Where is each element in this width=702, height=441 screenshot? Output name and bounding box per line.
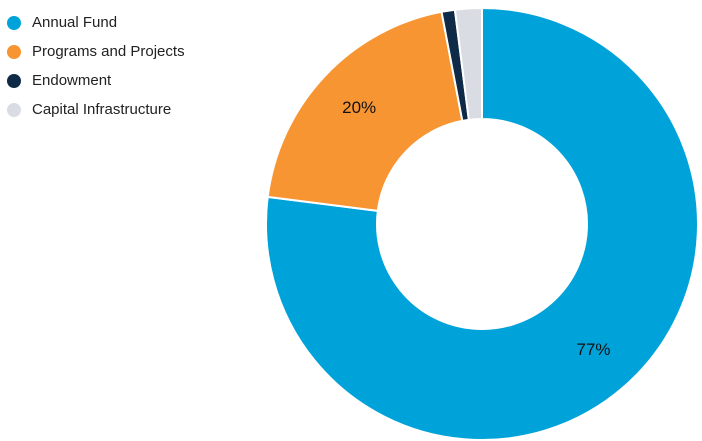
data-label-annual-fund: 77%: [576, 340, 610, 359]
legend-item-programs-and-projects[interactable]: Programs and Projects: [7, 37, 185, 66]
legend-swatch: [7, 44, 21, 59]
legend-label: Annual Fund: [32, 14, 118, 31]
legend-label: Programs and Projects: [32, 43, 185, 60]
legend-label: Endowment: [32, 72, 112, 89]
legend-item-capital-infrastructure[interactable]: Capital Infrastructure: [7, 95, 185, 124]
legend-swatch: [7, 73, 21, 88]
legend-label: Capital Infrastructure: [32, 101, 172, 118]
legend-swatch: [7, 102, 21, 117]
data-label-programs-and-projects: 20%: [342, 98, 376, 117]
legend-item-endowment[interactable]: Endowment: [7, 66, 185, 95]
legend-swatch: [7, 15, 21, 30]
legend: Annual Fund Programs and Projects Endowm…: [7, 8, 185, 124]
slice-programs-and-projects[interactable]: [266, 10, 464, 212]
legend-item-annual-fund[interactable]: Annual Fund: [7, 8, 185, 37]
slice-capital-infrastructure[interactable]: [453, 6, 483, 121]
slice-annual-fund[interactable]: [265, 6, 699, 441]
